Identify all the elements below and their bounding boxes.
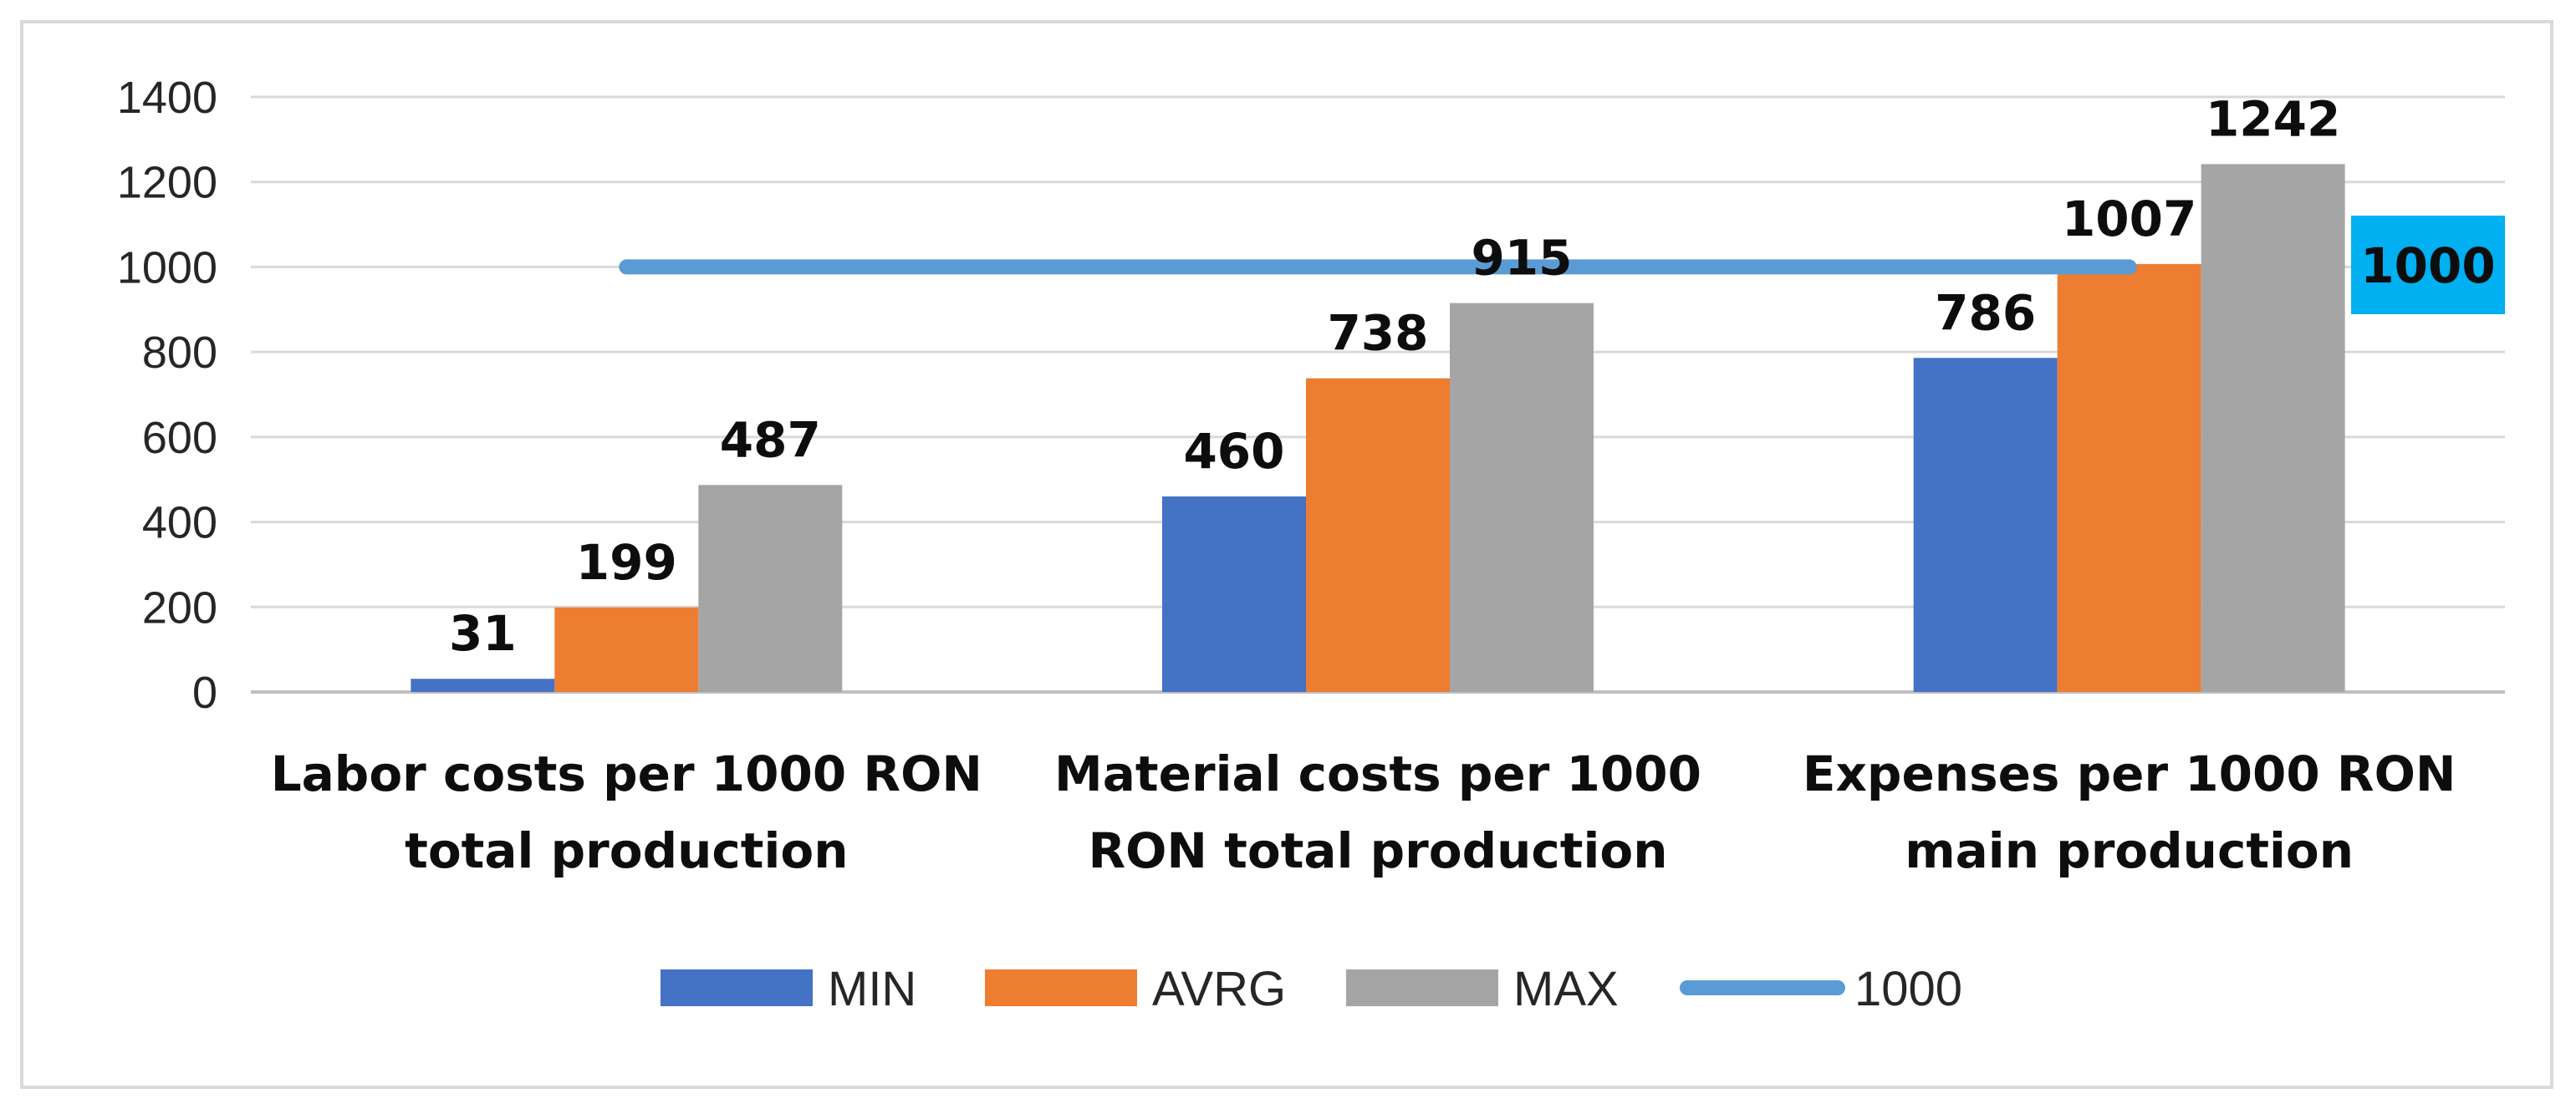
- data-label: 487: [720, 411, 821, 468]
- bar-avrg: [2057, 263, 2201, 693]
- bars: [411, 164, 2345, 693]
- axes: 0 200 400 600 800 1000 1200 1400 Labor costs per…: [117, 73, 2456, 879]
- legend-label: AVRG: [1152, 962, 1286, 1016]
- category-label: main production: [1905, 822, 2354, 879]
- y-tick-label: 1200: [117, 158, 217, 208]
- data-label: 738: [1327, 305, 1428, 362]
- data-label: 199: [576, 534, 677, 591]
- bar-avrg: [554, 607, 699, 692]
- data-label: 460: [1183, 423, 1284, 480]
- legend: MIN AVRG MAX 1000: [661, 962, 1962, 1016]
- data-label: 915: [1471, 230, 1572, 287]
- bar-min: [1162, 496, 1306, 692]
- legend-label: MIN: [828, 962, 916, 1016]
- data-label: 1242: [2206, 90, 2340, 147]
- y-tick-label: 400: [142, 498, 217, 548]
- y-tick-label: 800: [142, 328, 217, 378]
- bar-max: [1450, 303, 1594, 692]
- data-label: 1007: [2062, 191, 2196, 247]
- y-tick-label: 600: [142, 413, 217, 463]
- legend-swatch-avrg: [985, 969, 1137, 1006]
- legend-label: MAX: [1513, 962, 1619, 1016]
- bar-min: [1913, 358, 2058, 692]
- bar-max: [698, 485, 843, 692]
- y-tick-label: 1000: [117, 242, 217, 293]
- category-label: Expenses per 1000 RON: [1803, 745, 2456, 802]
- legend-swatch-min: [661, 969, 813, 1006]
- y-tick-label: 200: [142, 582, 217, 633]
- category-label: total production: [405, 822, 848, 879]
- legend-swatch-max: [1346, 969, 1498, 1006]
- data-label: 31: [449, 605, 517, 662]
- category-label: RON total production: [1088, 822, 1667, 879]
- y-tick-label: 1400: [117, 73, 217, 123]
- bar-max: [2201, 164, 2345, 693]
- category-label: Labor costs per 1000 RON: [271, 745, 982, 802]
- bar-min: [411, 679, 555, 692]
- reference-line-layer: 1000: [619, 216, 2505, 314]
- category-label: Material costs per 1000: [1054, 745, 1701, 802]
- chart-frame: 1000 31 199 487 460 738 915 786 1007 1242 0 200 40…: [20, 20, 2553, 1089]
- reference-callout-label: 1000: [2360, 237, 2495, 294]
- data-label: 786: [1935, 284, 2036, 341]
- legend-label: 1000: [1854, 962, 1962, 1016]
- reference-callout-box: [2351, 216, 2505, 314]
- y-tick-label: 0: [192, 668, 217, 718]
- bar-avrg: [1306, 378, 1450, 692]
